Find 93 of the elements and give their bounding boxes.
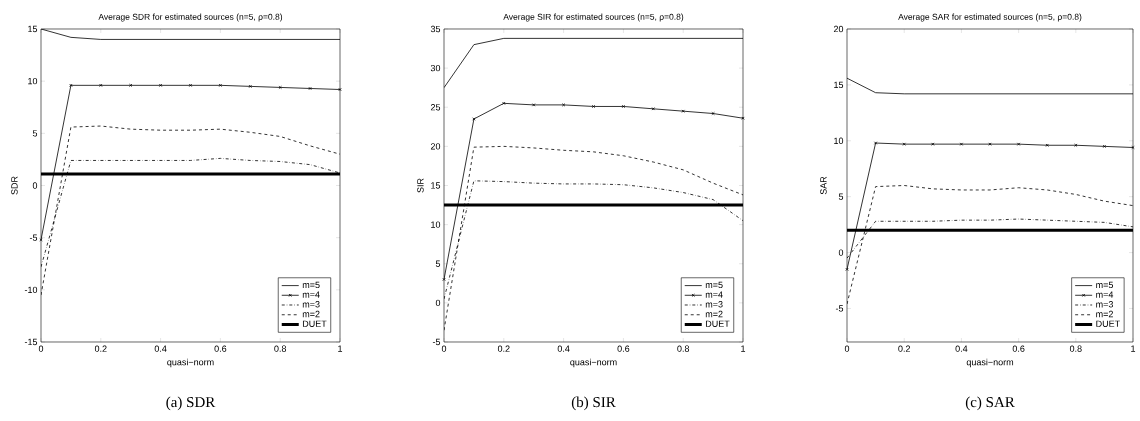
x-tick-label: 1 [741, 345, 746, 352]
legend-label: m=4 [302, 291, 320, 298]
y-tick-label: 15 [28, 25, 38, 33]
legend-label: m=3 [1096, 301, 1113, 308]
point [1016, 142, 1021, 146]
point [1074, 143, 1078, 147]
y-tick-label: -15 [24, 338, 38, 346]
x-tick-label: 0.4 [955, 345, 968, 352]
point [561, 103, 566, 107]
x-tick-label: 0.6 [1012, 345, 1025, 352]
y-tick-label: 10 [431, 221, 441, 228]
y-tick-label: 30 [430, 64, 441, 72]
legend-label: m=2 [1096, 310, 1113, 318]
x-tick-label: 1 [1131, 345, 1136, 352]
y-axis-title: SAR [820, 176, 827, 195]
y-tick-label: 0 [435, 299, 441, 307]
x-tick-label: 0 [38, 345, 44, 352]
x-tick-label: 0.4 [557, 345, 570, 352]
chart-title: Average SIR for estimated sources (n=5, ρ=0.8) [503, 13, 684, 22]
y-tick-label: -10 [24, 286, 38, 294]
chart-title: Average SDR for estimated sources (n=5, ρ=0.8) [98, 13, 283, 22]
text: (b) SIR [571, 396, 616, 411]
y-tick-label: 0 [838, 249, 844, 256]
x-tick-label: 0.8 [274, 345, 287, 352]
y-tick-label: 25 [430, 104, 441, 111]
chart-title: Average SAR for estimated sources (n=5, ρ=0.8) [898, 13, 1082, 22]
y-tick-label: 5 [435, 260, 441, 267]
legend-label: m=2 [705, 310, 723, 318]
point [129, 83, 133, 88]
y-tick-label: 20 [430, 143, 441, 150]
x-tick-label: 0.6 [214, 345, 227, 352]
legend-label: m=4 [705, 291, 723, 298]
point [248, 84, 252, 89]
legend-label: m=2 [302, 310, 320, 318]
legend-label: DUET [705, 320, 730, 327]
y-tick-label: 15 [431, 182, 441, 189]
point [931, 142, 935, 146]
y-tick-label: 10 [834, 137, 844, 144]
x-tick-label: 0.2 [898, 345, 911, 352]
point [158, 83, 163, 88]
point [873, 141, 878, 145]
point [651, 107, 655, 111]
text: (c) SAR [965, 396, 1015, 411]
legend-label: m=5 [1096, 281, 1114, 289]
y-tick-label: 35 [430, 25, 441, 33]
legend-label: m=3 [302, 301, 320, 308]
legend-label: m=3 [705, 301, 723, 308]
point [532, 103, 536, 107]
point [711, 111, 715, 116]
point [278, 85, 282, 90]
point [502, 101, 506, 105]
y-axis-title: SIR [417, 178, 424, 193]
point [1045, 143, 1049, 147]
point [188, 83, 193, 88]
x-tick-label: 1 [338, 345, 343, 352]
point [218, 83, 223, 88]
y-tick-label: 5 [32, 130, 38, 137]
legend-label: m=4 [1096, 291, 1114, 298]
x-tick-label: 0.8 [677, 345, 690, 352]
point [69, 83, 73, 88]
y-tick-label: -5 [432, 338, 441, 346]
y-tick-label: 0 [32, 182, 38, 189]
point [902, 142, 906, 146]
x-axis-title: quasi−norm [570, 358, 617, 368]
legend-label: m=5 [705, 281, 723, 289]
text: (a) SDR [166, 396, 216, 411]
y-tick-label: -5 [835, 305, 844, 312]
point [959, 142, 964, 146]
point [621, 104, 626, 109]
x-tick-label: 0.2 [497, 345, 510, 352]
legend-label: m=5 [302, 281, 320, 289]
x-axis-title: quasi−norm [167, 358, 214, 368]
y-tick-label: 10 [28, 77, 38, 85]
x-tick-label: 0.2 [94, 345, 107, 352]
y-tick-label: 5 [838, 193, 844, 200]
x-tick-label: 0.6 [617, 345, 630, 352]
x-axis-title: quasi−norm [966, 358, 1014, 368]
x-tick-label: 0 [441, 345, 447, 352]
point [988, 142, 992, 146]
point [472, 117, 476, 121]
point [99, 83, 103, 88]
point [681, 109, 685, 113]
x-tick-label: 0 [844, 345, 850, 352]
y-tick-label: -5 [29, 234, 38, 241]
y-tick-label: 20 [833, 25, 844, 33]
point [1102, 144, 1107, 149]
x-tick-label: 0.8 [1069, 345, 1082, 352]
legend-label: DUET [302, 320, 327, 327]
legend-label: DUET [1096, 320, 1120, 327]
x-tick-label: 0.4 [154, 345, 167, 352]
y-axis-title: SDR [11, 176, 18, 195]
y-tick-label: 15 [834, 81, 844, 89]
point [308, 86, 312, 91]
